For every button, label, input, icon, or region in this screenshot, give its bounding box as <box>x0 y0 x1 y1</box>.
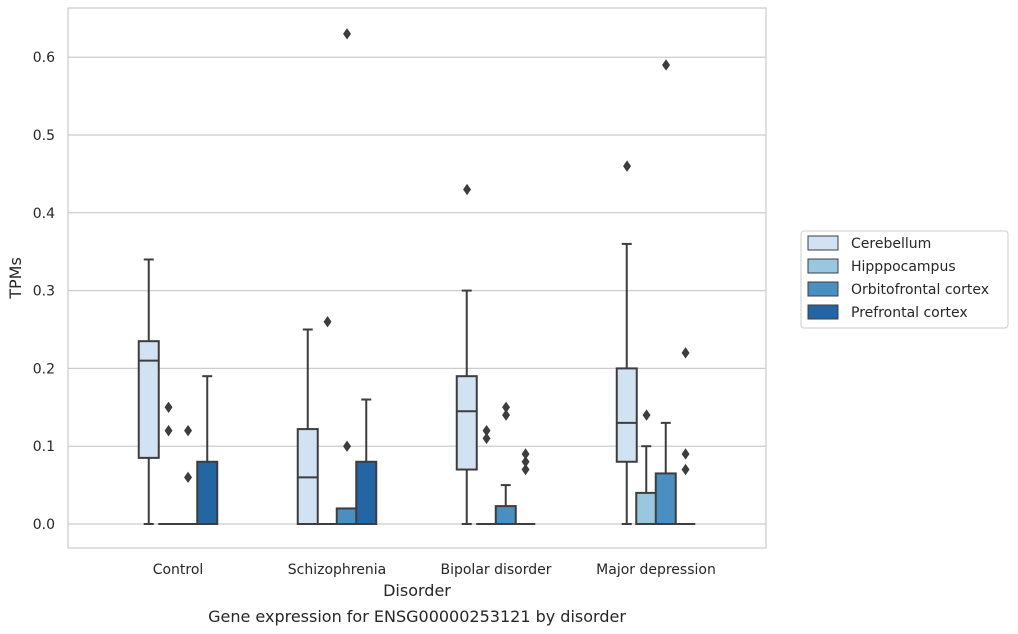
outlier-point <box>681 347 690 359</box>
outlier-point <box>184 471 193 484</box>
box-hipppocampus <box>635 409 658 526</box>
x-axis-label: Disorder <box>383 581 451 600</box>
y-tick-label: 0.3 <box>33 284 55 300</box>
box-prefrontal-cortex <box>675 347 696 525</box>
legend-label: Prefrontal cortex <box>851 305 968 321</box>
box-orbitofrontal-cortex <box>335 28 358 526</box>
box-cerebellum <box>615 160 638 525</box>
box-prefrontal-cortex <box>515 448 536 525</box>
y-tick-label: 0.6 <box>33 50 55 66</box>
x-tick-label: Schizophrenia <box>288 562 386 578</box>
box-body <box>196 460 219 526</box>
legend-swatch <box>807 258 839 274</box>
outlier-point <box>662 59 671 71</box>
box-prefrontal-cortex <box>196 375 219 526</box>
x-tick-label: Control <box>153 562 204 578</box>
y-tick-label: 0.0 <box>33 517 55 533</box>
y-tick-label: 0.4 <box>33 206 55 222</box>
outlier-point <box>482 432 491 445</box>
x-tick-label: Major depression <box>596 562 716 578</box>
box-cerebellum <box>296 328 319 526</box>
legend-label: Cerebellum <box>851 236 931 252</box>
outlier-point <box>681 448 690 460</box>
box-body <box>494 505 517 525</box>
box-body <box>615 367 638 463</box>
outlier-point <box>642 409 651 421</box>
box-body <box>635 491 658 526</box>
y-tick-labels: 0.0 0.1 0.2 0.3 0.4 0.5 0.6 <box>33 50 55 533</box>
outlier-point <box>184 424 193 437</box>
box-hipppocampus <box>476 424 497 525</box>
legend-label: Orbitofrontal cortex <box>851 282 989 298</box>
outlier-point <box>521 463 530 476</box>
box-orbitofrontal-cortex <box>654 59 677 525</box>
box-body <box>137 340 160 459</box>
legend-swatch <box>807 304 839 320</box>
box-body <box>335 507 358 526</box>
legend-label: Hipppocampus <box>851 259 956 275</box>
box-body <box>654 472 677 525</box>
legend: Cerebellum Hipppocampus Orbitofrontal cort… <box>800 230 1009 329</box>
box-cerebellum <box>137 258 160 525</box>
outlier-point <box>343 440 352 452</box>
box-prefrontal-cortex <box>355 398 378 526</box>
gridlines <box>68 56 766 525</box>
plot-frame <box>67 7 767 549</box>
y-tick-label: 0.2 <box>33 361 55 377</box>
box-hipppocampus <box>158 401 179 525</box>
box-series <box>137 28 696 526</box>
y-axis-label: TPMs <box>6 257 25 300</box>
legend-frame <box>800 230 1009 329</box>
outlier-point <box>323 316 332 328</box>
y-tick-label: 0.1 <box>33 439 55 455</box>
box-body <box>455 375 478 471</box>
y-tick-label: 0.5 <box>33 128 55 144</box>
outlier-point <box>164 401 173 413</box>
x-tick-label: Bipolar disorder <box>440 562 551 578</box>
outlier-point <box>681 463 690 476</box>
outlier-point <box>623 160 632 172</box>
outlier-point <box>463 183 472 196</box>
box-cerebellum <box>455 183 478 525</box>
box-orbitofrontal-cortex <box>494 401 517 525</box>
outlier-point <box>164 424 173 437</box>
outlier-point <box>502 409 511 421</box>
chart-caption: Gene expression for ENSG00000253121 by d… <box>208 607 626 626</box>
legend-swatch <box>807 235 839 251</box>
box-hipppocampus <box>317 316 338 525</box>
legend-swatch <box>807 281 839 297</box>
box-body <box>355 460 378 526</box>
x-tick-labels: Control Schizophrenia Bipolar disorder Majo… <box>153 562 716 578</box>
outlier-point <box>343 28 352 40</box>
box-orbitofrontal-cortex <box>177 424 198 525</box>
